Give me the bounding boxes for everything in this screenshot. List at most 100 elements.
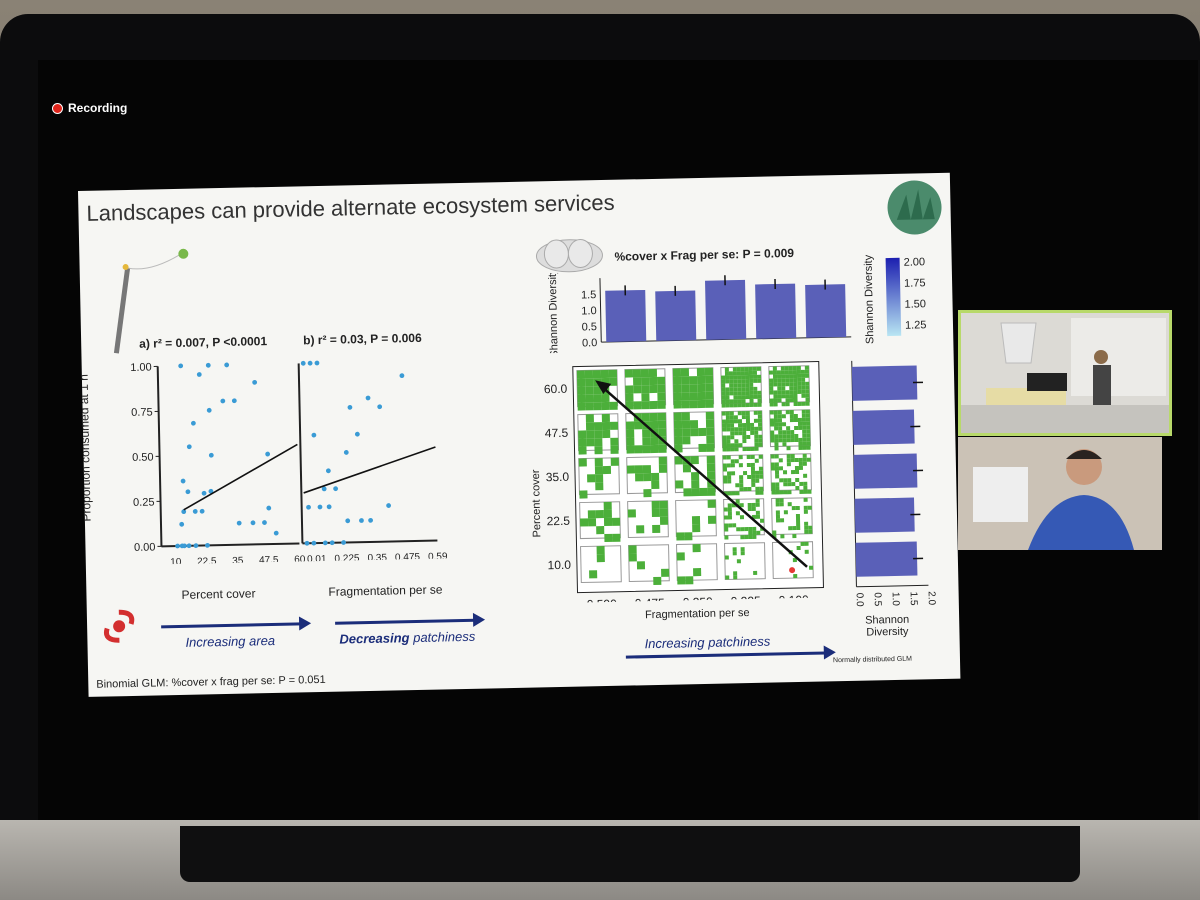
habitat-patch [777,410,782,415]
habitat-patch [746,434,751,440]
habitat-patch [757,410,762,415]
habitat-patch [801,385,806,390]
habitat-patch [748,530,753,536]
habitat-patch [706,427,715,436]
habitat-patch [634,445,643,454]
habitat-patch [741,383,746,388]
habitat-patch [772,366,777,371]
x-axis [302,539,438,545]
habitat-patch [657,376,666,385]
habitat-patch [759,486,764,491]
habitat-patch [601,421,611,431]
habitat-patch [707,515,717,524]
habitat-patch [595,474,604,483]
habitat-patch [755,478,760,483]
bar [855,541,918,577]
habitat-patch [798,461,803,466]
habitat-patch [707,471,716,480]
habitat-patch [730,463,735,468]
habitat-patch [698,443,707,453]
habitat-patch [749,390,754,395]
habitat-patch [798,465,803,470]
data-point [181,509,187,515]
habitat-patch [641,413,650,422]
habitat-patch [608,369,618,378]
bar [705,279,747,340]
habitat-patch [727,503,732,508]
habitat-patch [649,376,658,386]
habitat-patch [642,429,651,438]
habitat-patch [741,391,746,396]
habitat-patch [727,511,732,516]
habitat-patch [770,454,775,459]
habitat-patch [752,526,757,531]
habitat-patch [797,381,802,386]
habitat-patch [577,378,586,387]
habitat-patch [593,422,603,431]
habitat-patch [773,402,778,407]
habitat-patch [802,461,807,466]
habitat-patch [726,427,731,432]
habitat-patch [756,366,761,371]
habitat-patch [801,409,806,414]
habitat-patch [790,434,795,439]
habitat-patch [747,502,752,508]
habitat-patch [795,513,801,519]
habitat-patch [751,506,756,511]
habitat-patch [751,474,756,479]
habitat-patch [770,466,776,471]
habitat-patch [805,417,810,422]
habitat-patch [781,378,786,383]
habitat-patch [728,371,734,376]
habitat-patch [746,422,751,428]
habitat-patch [659,516,669,525]
habitat-patch [784,370,789,375]
habitat-patch [750,454,755,459]
habitat-patch [755,514,761,519]
habitat-patch [676,532,685,541]
habitat-patch [798,425,803,430]
y-tick-label: 1.5 [581,289,597,301]
data-point [206,407,212,413]
participant-video-presenter[interactable] [958,310,1172,436]
habitat-patch [641,401,650,410]
habitat-patch [802,429,807,434]
habitat-patch [769,402,774,407]
habitat-patch [801,377,806,382]
habitat-patch [752,370,757,375]
habitat-patch [658,464,668,473]
habitat-patch [746,462,751,468]
arrow-head-icon [298,616,312,631]
habitat-patch [704,367,714,376]
habitat-patch [749,386,754,391]
habitat-patch [757,390,762,395]
habitat-patch [585,386,594,395]
habitat-patch [626,429,635,438]
habitat-patch [789,418,794,423]
habitat-patch [739,475,744,480]
habitat-patch [741,399,746,404]
habitat-patch [737,403,742,408]
habitat-patch [797,401,802,406]
habitat-patch [797,389,802,394]
habitat-patch [773,394,778,399]
habitat-patch [770,434,775,439]
data-point [300,360,306,366]
habitat-patch [674,428,683,437]
habitat-patch [733,415,738,420]
habitat-patch [805,389,810,394]
habitat-patch [798,457,803,462]
x-tick-label: 0.5 [872,592,883,607]
habitat-patch [676,552,685,561]
habitat-patch [739,483,744,488]
habitat-patch [649,400,658,410]
participant-video-self[interactable] [958,437,1162,550]
hurricane-icon [104,609,135,643]
colorbar-label: Shannon Diversity [863,254,877,344]
habitat-patch [601,413,610,423]
habitat-patch [806,445,811,450]
habitat-patch [798,441,803,446]
x-tick-label: 10 [170,557,182,566]
habitat-patch [736,367,741,372]
habitat-patch [724,555,729,560]
